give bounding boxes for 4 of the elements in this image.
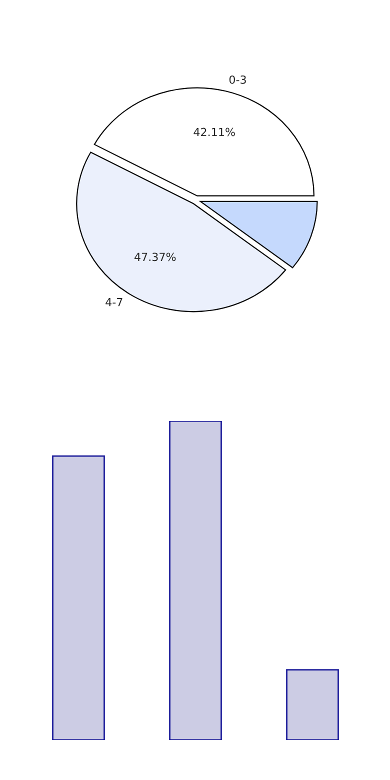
data-label: 42.11% — [194, 128, 235, 136]
data-label: 47.37% — [134, 252, 176, 262]
slice-label: 0-3 — [229, 75, 246, 84]
slice-label: 4-7 — [106, 298, 122, 306]
